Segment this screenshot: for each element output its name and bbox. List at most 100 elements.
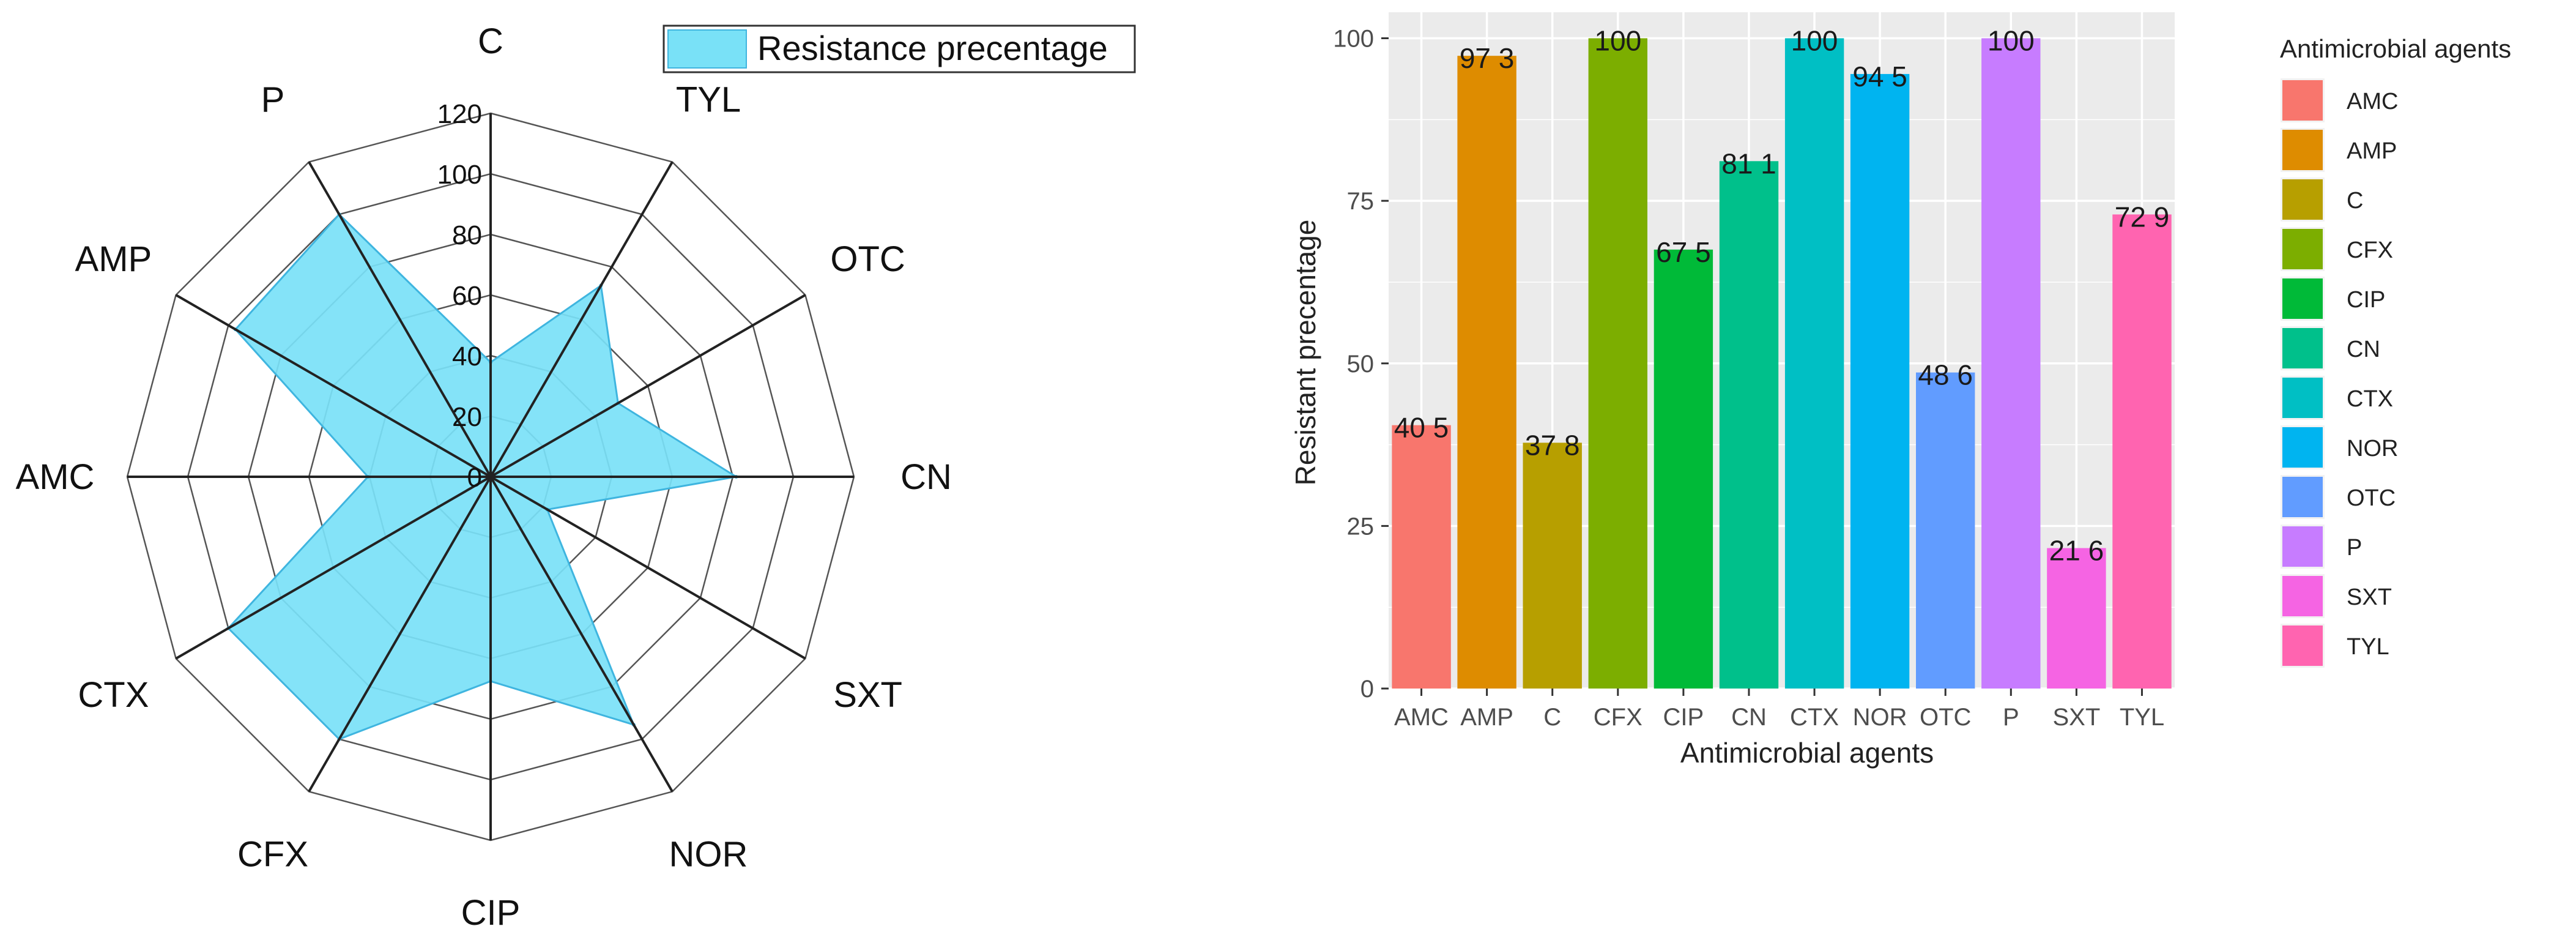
bar-c (1523, 442, 1582, 689)
radar-spoke-tyl (489, 161, 674, 478)
bar-legend-swatch-amp (2282, 130, 2323, 170)
bar-cfx (1588, 38, 1647, 689)
bar-legend-label-p: P (2347, 535, 2362, 561)
bar-legend-label-cfx: CFX (2347, 237, 2393, 263)
bar-x-axis-title: Antimicrobial agents (1680, 737, 1934, 769)
radar-spoke-nor (489, 476, 674, 793)
bar-amc (1392, 425, 1451, 689)
radar-axis-label-p: P (261, 80, 285, 119)
radar-spoke-ctx (175, 476, 492, 660)
bar-plot-panel (1389, 12, 2175, 689)
bar-legend-swatch-otc (2282, 477, 2323, 517)
bar-value-label-p: 100 (1988, 25, 2035, 57)
bar-x-tick-label-otc: OTC (1920, 704, 1971, 731)
bar-value-label-ctx: 100 (1791, 25, 1838, 57)
bar-value-label-cn: 81 1 (1721, 147, 1776, 179)
bar-legend-label-cn: CN (2347, 337, 2380, 362)
bar-value-label-cip: 67 5 (1656, 236, 1711, 268)
bar-legend-label-nor: NOR (2347, 436, 2398, 461)
bar-y-tick-label: 100 (1333, 26, 1374, 53)
radar-chart: 0 20 40 60 80 100 120 C TYL OTC CN SXT NOR CIP CFX CTX… (16, 21, 1136, 926)
bar-value-label-amp: 97 3 (1460, 42, 1515, 74)
radar-spoke-cfx (308, 476, 492, 793)
bar-x-tick-label-amp: AMP (1460, 704, 1513, 731)
bar-tyl (2112, 214, 2172, 689)
radar-legend-label: Resistance precentage (757, 29, 1108, 67)
bar-legend-swatch-tyl (2282, 625, 2323, 666)
radar-axis-label-cip: CIP (461, 893, 521, 926)
radar-axis-label-ctx: CTX (78, 675, 149, 715)
bar-x-tick-label-cfx: CFX (1594, 704, 1642, 731)
radar-tick-label: 60 (452, 281, 482, 311)
bar-legend-swatch-cip (2282, 278, 2323, 319)
bar-p (1981, 38, 2041, 689)
bar-value-label-cfx: 100 (1594, 25, 1641, 57)
bar-x-tick-label-p: P (2003, 704, 2019, 731)
radar-tick-label: 100 (437, 160, 482, 190)
radar-tick-label: 80 (452, 220, 482, 250)
bar-legend-swatch-cn (2282, 328, 2323, 368)
bar-legend-swatch-ctx (2282, 378, 2323, 418)
bar-legend-swatch-amc (2282, 80, 2323, 121)
radar-spoke-otc (489, 294, 806, 478)
bar-legend-label-cip: CIP (2347, 287, 2385, 313)
radar-axis-label-sxt: SXT (833, 675, 902, 715)
bar-x-tick-label-nor: NOR (1853, 704, 1907, 731)
bar-legend-label-amp: AMP (2347, 138, 2397, 164)
bar-value-label-sxt: 21 6 (2049, 535, 2104, 567)
radar-legend-swatch (667, 29, 747, 69)
bar-legend-swatch-nor (2282, 427, 2323, 468)
radar-spoke-p (308, 161, 492, 478)
radar-tick-label: 120 (437, 99, 482, 129)
bar-y-tick-label: 25 (1347, 513, 1375, 540)
radar-tick-label: 0 (467, 463, 482, 493)
bar-nor (1850, 73, 1910, 689)
radar-axis-label-amp: AMP (75, 239, 152, 279)
bar-otc (1916, 372, 1975, 689)
bar-x-tick-label-amc: AMC (1394, 704, 1449, 731)
bar-legend-swatch-p (2282, 526, 2323, 567)
bar-y-tick-label: 0 (1360, 676, 1374, 703)
radar-axis-label-c: C (478, 21, 503, 61)
bar-value-label-c: 37 8 (1525, 429, 1580, 461)
bar-cip (1654, 249, 1713, 689)
bar-legend-label-tyl: TYL (2347, 634, 2389, 660)
bar-y-tick-label: 75 (1347, 188, 1375, 215)
bar-value-label-nor: 94 5 (1852, 61, 1907, 92)
radar-tick-label: 20 (452, 402, 482, 432)
radar-axis-label-cfx: CFX (237, 835, 308, 875)
bar-value-label-tyl: 72 9 (2115, 201, 2170, 233)
bar-x-tick-label-cn: CN (1731, 704, 1767, 731)
radar-axis-label-otc: OTC (830, 239, 905, 279)
bar-y-tick-label: 50 (1347, 351, 1375, 378)
radar-axis-label-nor: NOR (669, 835, 748, 875)
bar-x-tick-label-ctx: CTX (1790, 704, 1839, 731)
bar-legend-label-sxt: SXT (2347, 584, 2392, 610)
bar-legend-title: Antimicrobial agents (2280, 34, 2511, 63)
bar-x-tick-label-c: C (1543, 704, 1561, 731)
radar-axis-label-cn: CN (900, 457, 952, 497)
radar-spoke-sxt (489, 476, 806, 660)
bar-legend-label-c: C (2347, 188, 2363, 214)
bar-x-tick-label-cip: CIP (1663, 704, 1704, 731)
radar-spoke-amp (175, 294, 492, 478)
bar-amp (1457, 56, 1516, 689)
bar-value-label-otc: 48 6 (1918, 359, 1973, 391)
bar-chart: 40 5 97 3 37 8 100 67 5 81 1 100 94 5 48 6 100 21 … (1290, 12, 2511, 769)
bar-legend-label-amc: AMC (2347, 89, 2398, 114)
bar-x-tick-label-tyl: TYL (2120, 704, 2164, 731)
bar-sxt (2047, 548, 2106, 689)
radar-axis-label-amc: AMC (16, 457, 95, 497)
bar-ctx (1784, 38, 1844, 689)
bar-y-axis-title: Resistant precentage (1290, 220, 1321, 486)
bar-legend-swatch-c (2282, 179, 2323, 220)
bar-value-label-amc: 40 5 (1394, 412, 1449, 444)
bar-legend-label-ctx: CTX (2347, 386, 2393, 412)
bar-legend-label-otc: OTC (2347, 485, 2396, 511)
bar-legend-swatch-sxt (2282, 576, 2323, 616)
bar-x-tick-label-sxt: SXT (2053, 704, 2101, 731)
bar-legend-swatch-cfx (2282, 229, 2323, 269)
radar-axis-label-tyl: TYL (676, 80, 741, 119)
bar-cn (1719, 161, 1779, 689)
